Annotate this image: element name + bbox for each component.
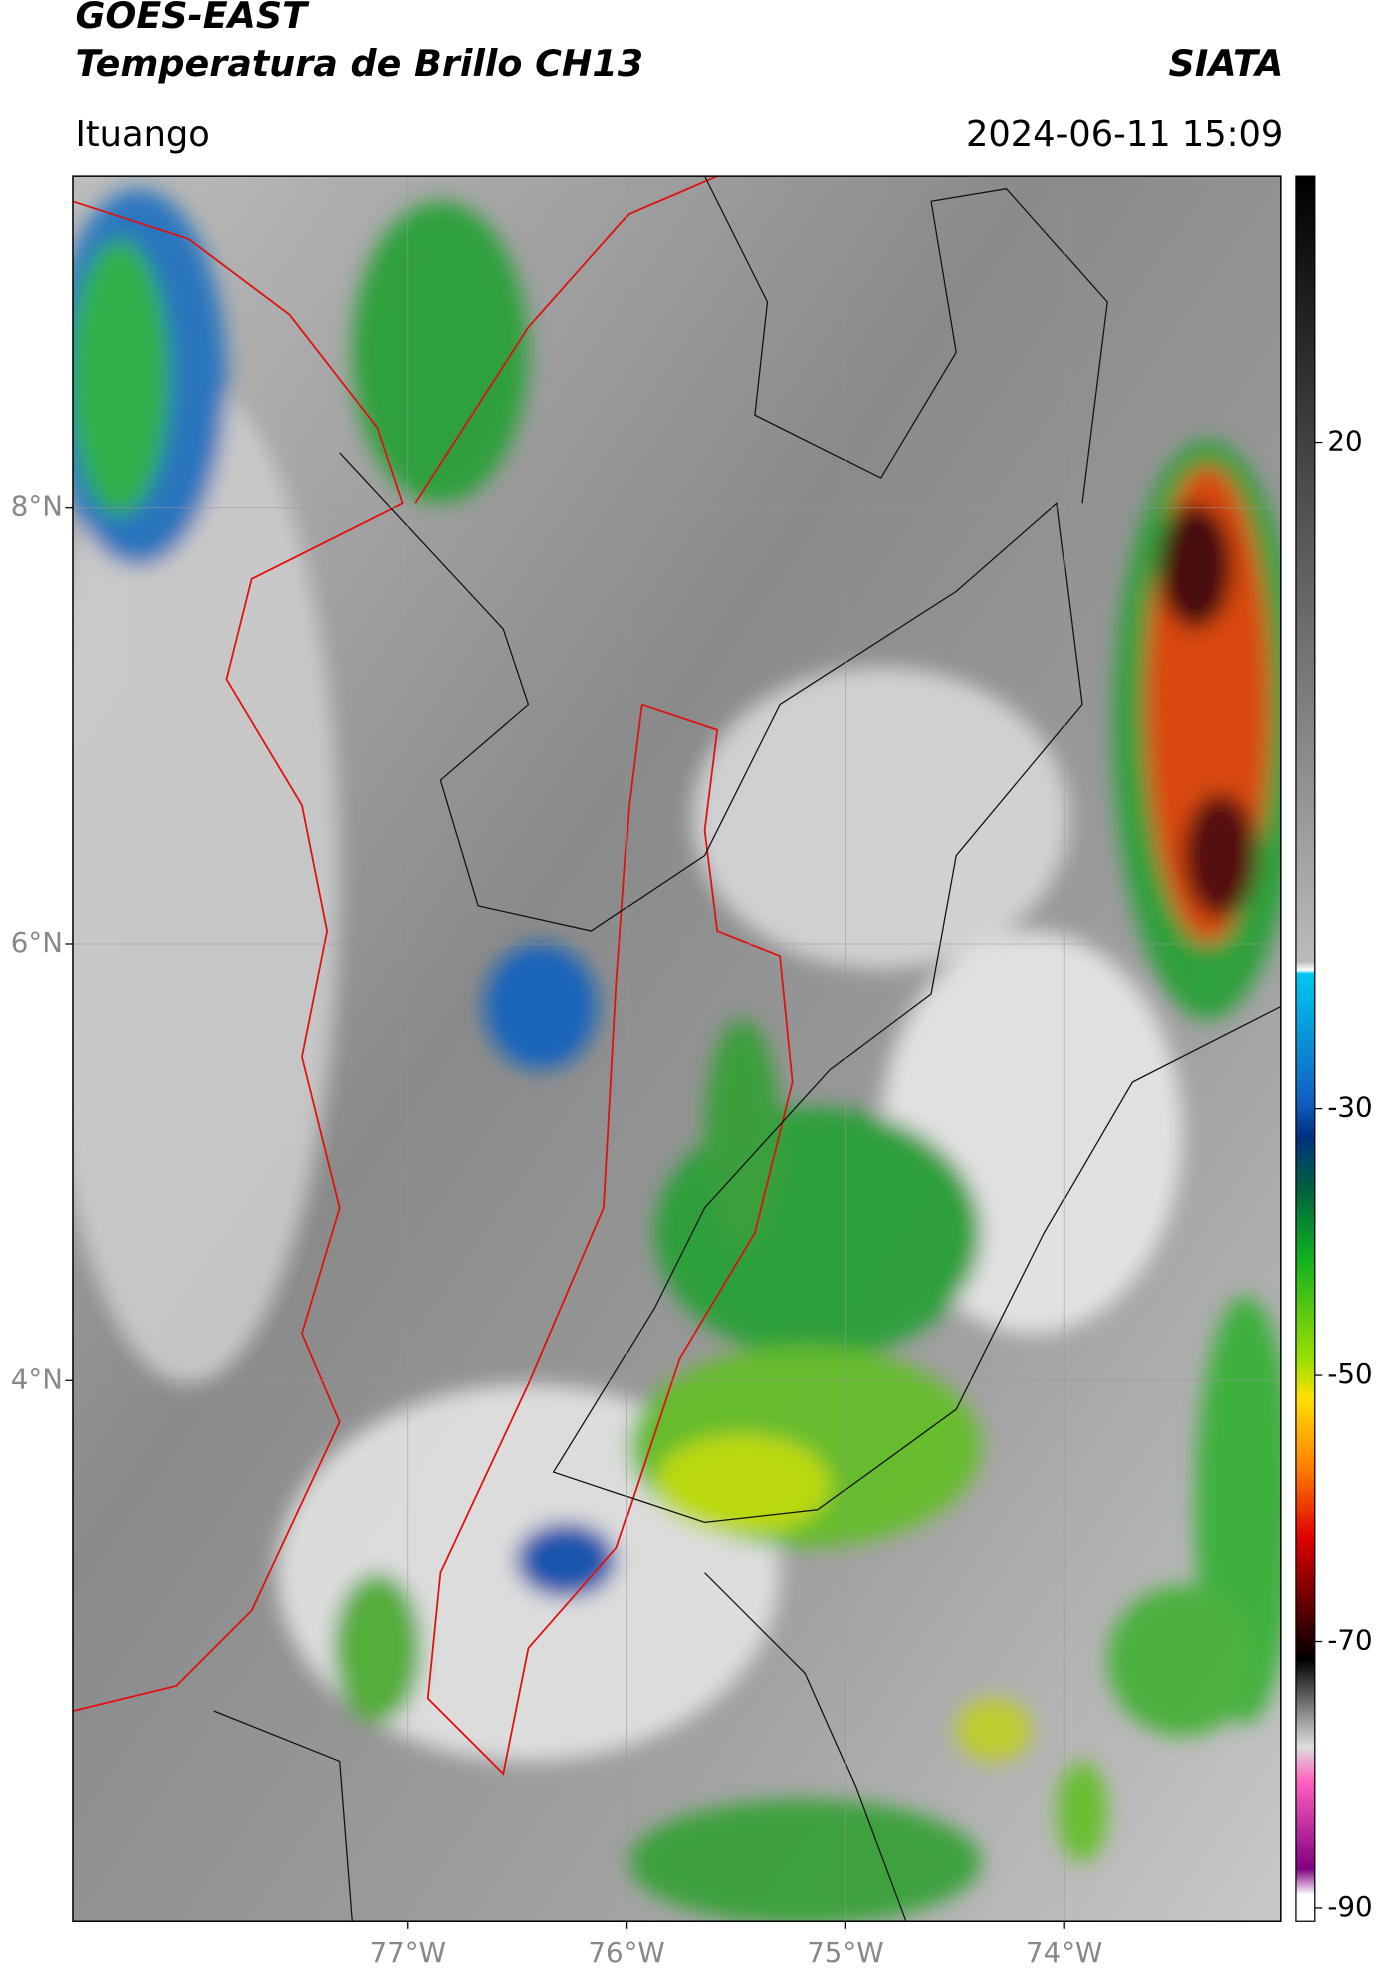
- agency: SIATA: [1168, 42, 1283, 85]
- subtitle: Temperatura de Brillo CH13: [75, 42, 643, 85]
- colorbar-tick-label: -90: [1327, 1890, 1372, 1923]
- colorbar-tick-label: 20: [1327, 425, 1362, 458]
- colorbar-tick-label: -30: [1327, 1091, 1372, 1124]
- x-tick-label: 76°W: [588, 1936, 664, 1969]
- x-tick-label: 77°W: [370, 1936, 446, 1969]
- y-tick-label: 6°N: [11, 926, 63, 959]
- y-tick-label: 8°N: [11, 490, 63, 523]
- x-tick-label: 74°W: [1026, 1936, 1102, 1969]
- timestamp: 2024-06-11 15:09: [966, 114, 1283, 155]
- satellite-image: [72, 176, 1281, 1922]
- x-tick-label: 75°W: [807, 1936, 883, 1969]
- map-frame: [72, 175, 1282, 1922]
- location: Ituango: [75, 114, 209, 155]
- y-tick-label: 4°N: [11, 1362, 63, 1395]
- colorbar-tick-label: -70: [1327, 1623, 1372, 1656]
- colorbar: [1295, 175, 1316, 1922]
- title: GOES-EAST: [75, 0, 310, 37]
- colorbar-tick-label: -50: [1327, 1357, 1372, 1390]
